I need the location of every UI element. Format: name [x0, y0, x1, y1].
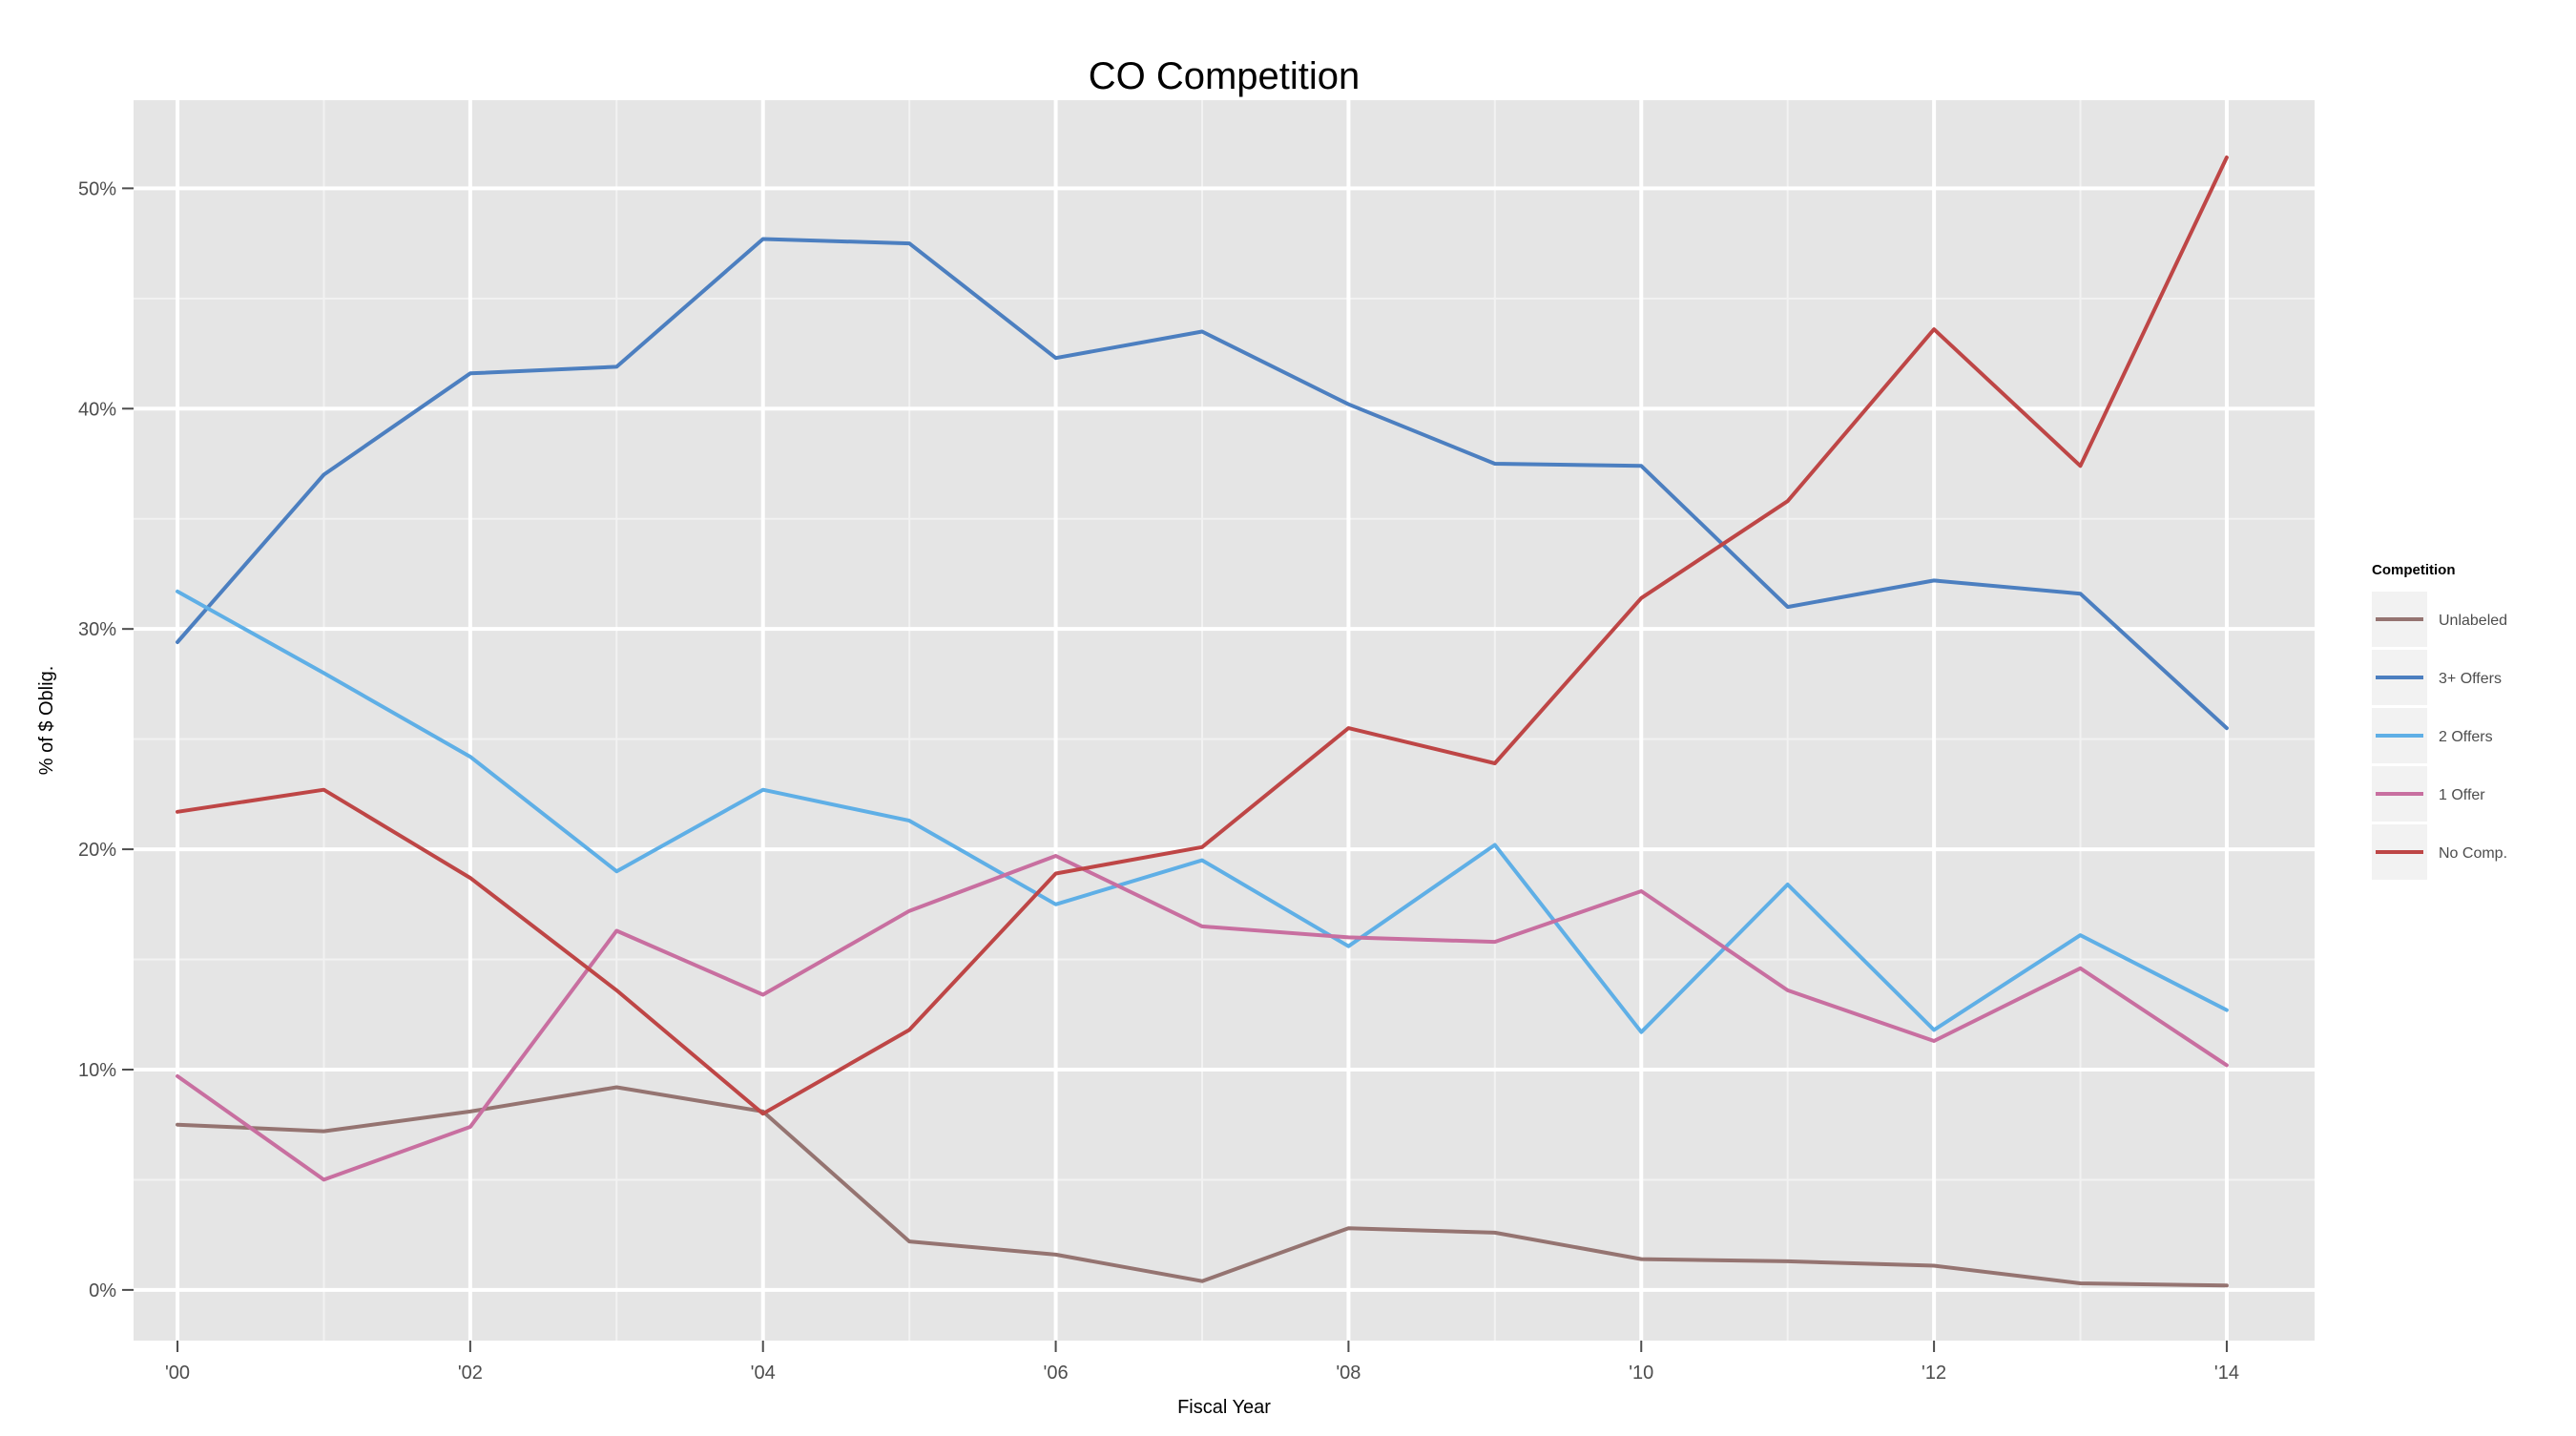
x-tick-label: '10 [1629, 1363, 1653, 1384]
x-tick-label: '00 [165, 1363, 190, 1384]
x-tick-label: '12 [1922, 1363, 1946, 1384]
y-tick-label: 30% [78, 619, 116, 640]
x-tick-label: '14 [2214, 1363, 2239, 1384]
x-tick-label: '08 [1336, 1363, 1361, 1384]
legend: Competition Unlabeled 3+ Offers 2 Offers 1 … [2372, 562, 2507, 880]
series-line-unlabeled [176, 1085, 2229, 1288]
series-line-3-offers [176, 237, 2229, 731]
plot-panel [134, 100, 2315, 1341]
grid-minor [134, 100, 2315, 1341]
legend-title: Competition [2372, 562, 2456, 578]
axis-ticks [122, 187, 2228, 1352]
y-tick-label: 0% [89, 1280, 116, 1301]
x-tick-label: '04 [751, 1363, 776, 1384]
x-tick-label: '06 [1044, 1363, 1069, 1384]
series-line-no-comp [176, 156, 2229, 1116]
series-line-1-offer [176, 854, 2229, 1182]
y-axis-title: % of $ Oblig. [36, 666, 57, 776]
legend-label-2-offers: 2 Offers [2439, 729, 2493, 745]
legend-label-3-offers: 3+ Offers [2439, 671, 2502, 687]
series-lines [176, 156, 2229, 1288]
chart-title: CO Competition [1089, 55, 1361, 97]
y-tick-labels: 0% 10% 20% 30% 40% 50% [78, 178, 116, 1301]
x-tick-label: '02 [458, 1363, 483, 1384]
x-tick-labels: '00 '02 '04 '06 '08 '10 '12 '14 [165, 1363, 2239, 1384]
legend-label-1-offer: 1 Offer [2439, 787, 2485, 803]
x-axis-title: Fiscal Year [1177, 1397, 1271, 1418]
legend-items: Unlabeled 3+ Offers 2 Offers 1 Offer No Comp… [2372, 592, 2507, 880]
y-tick-label: 40% [78, 399, 116, 420]
y-tick-label: 20% [78, 840, 116, 861]
y-tick-label: 50% [78, 178, 116, 199]
y-tick-label: 10% [78, 1060, 116, 1081]
series-line-2-offers [176, 589, 2229, 1034]
legend-label-no-comp: No Comp. [2439, 845, 2507, 862]
grid-major [134, 100, 2315, 1341]
legend-label-unlabeled: Unlabeled [2439, 613, 2507, 629]
